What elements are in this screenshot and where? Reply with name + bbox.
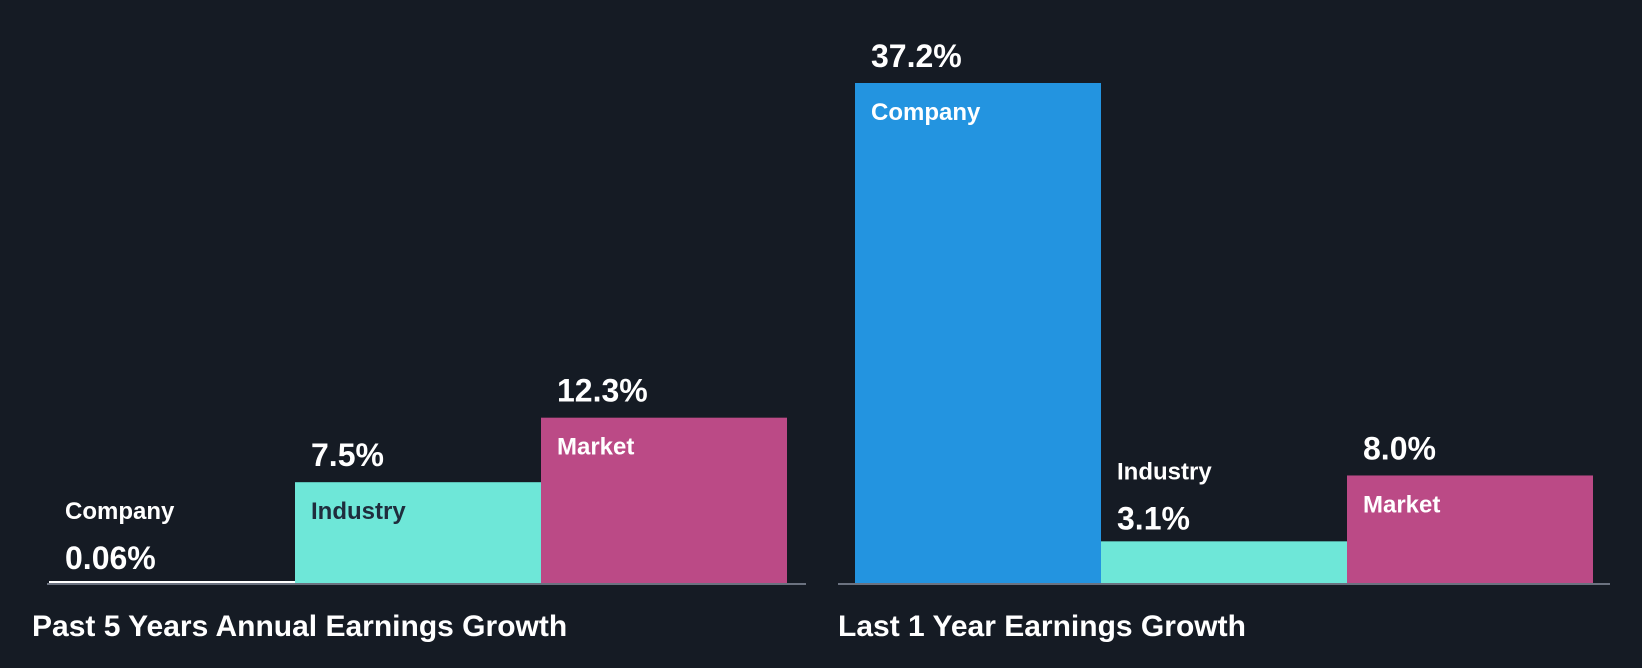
bar-company bbox=[49, 581, 295, 583]
value-label-industry: 3.1% bbox=[1117, 500, 1190, 536]
category-label-company: Company bbox=[871, 99, 981, 126]
value-label-market: 8.0% bbox=[1363, 430, 1436, 466]
category-label-market: Market bbox=[1363, 491, 1440, 518]
bar-industry bbox=[1101, 541, 1347, 583]
category-label-industry: Industry bbox=[1117, 458, 1212, 485]
value-label-company: 0.06% bbox=[65, 540, 156, 576]
chart-title-past-5-years: Past 5 Years Annual Earnings Growth bbox=[32, 610, 567, 643]
category-label-market: Market bbox=[557, 434, 634, 461]
bar-market bbox=[1347, 475, 1593, 583]
bar-company bbox=[855, 83, 1101, 583]
value-label-industry: 7.5% bbox=[311, 437, 384, 473]
category-label-industry: Industry bbox=[311, 498, 406, 525]
bar-industry bbox=[295, 482, 541, 583]
value-label-company: 37.2% bbox=[871, 38, 962, 74]
category-label-company: Company bbox=[65, 498, 175, 525]
panel-last-1-year: Company 37.2% Industry 3.1% Market 8.0% bbox=[838, 38, 1610, 585]
value-label-market: 12.3% bbox=[557, 373, 648, 409]
panel-past-5-years: Company 0.06% Industry 7.5% Market 12.3% bbox=[47, 373, 806, 585]
bar-market bbox=[541, 417, 787, 583]
chart-title-last-1-year: Last 1 Year Earnings Growth bbox=[838, 610, 1246, 643]
